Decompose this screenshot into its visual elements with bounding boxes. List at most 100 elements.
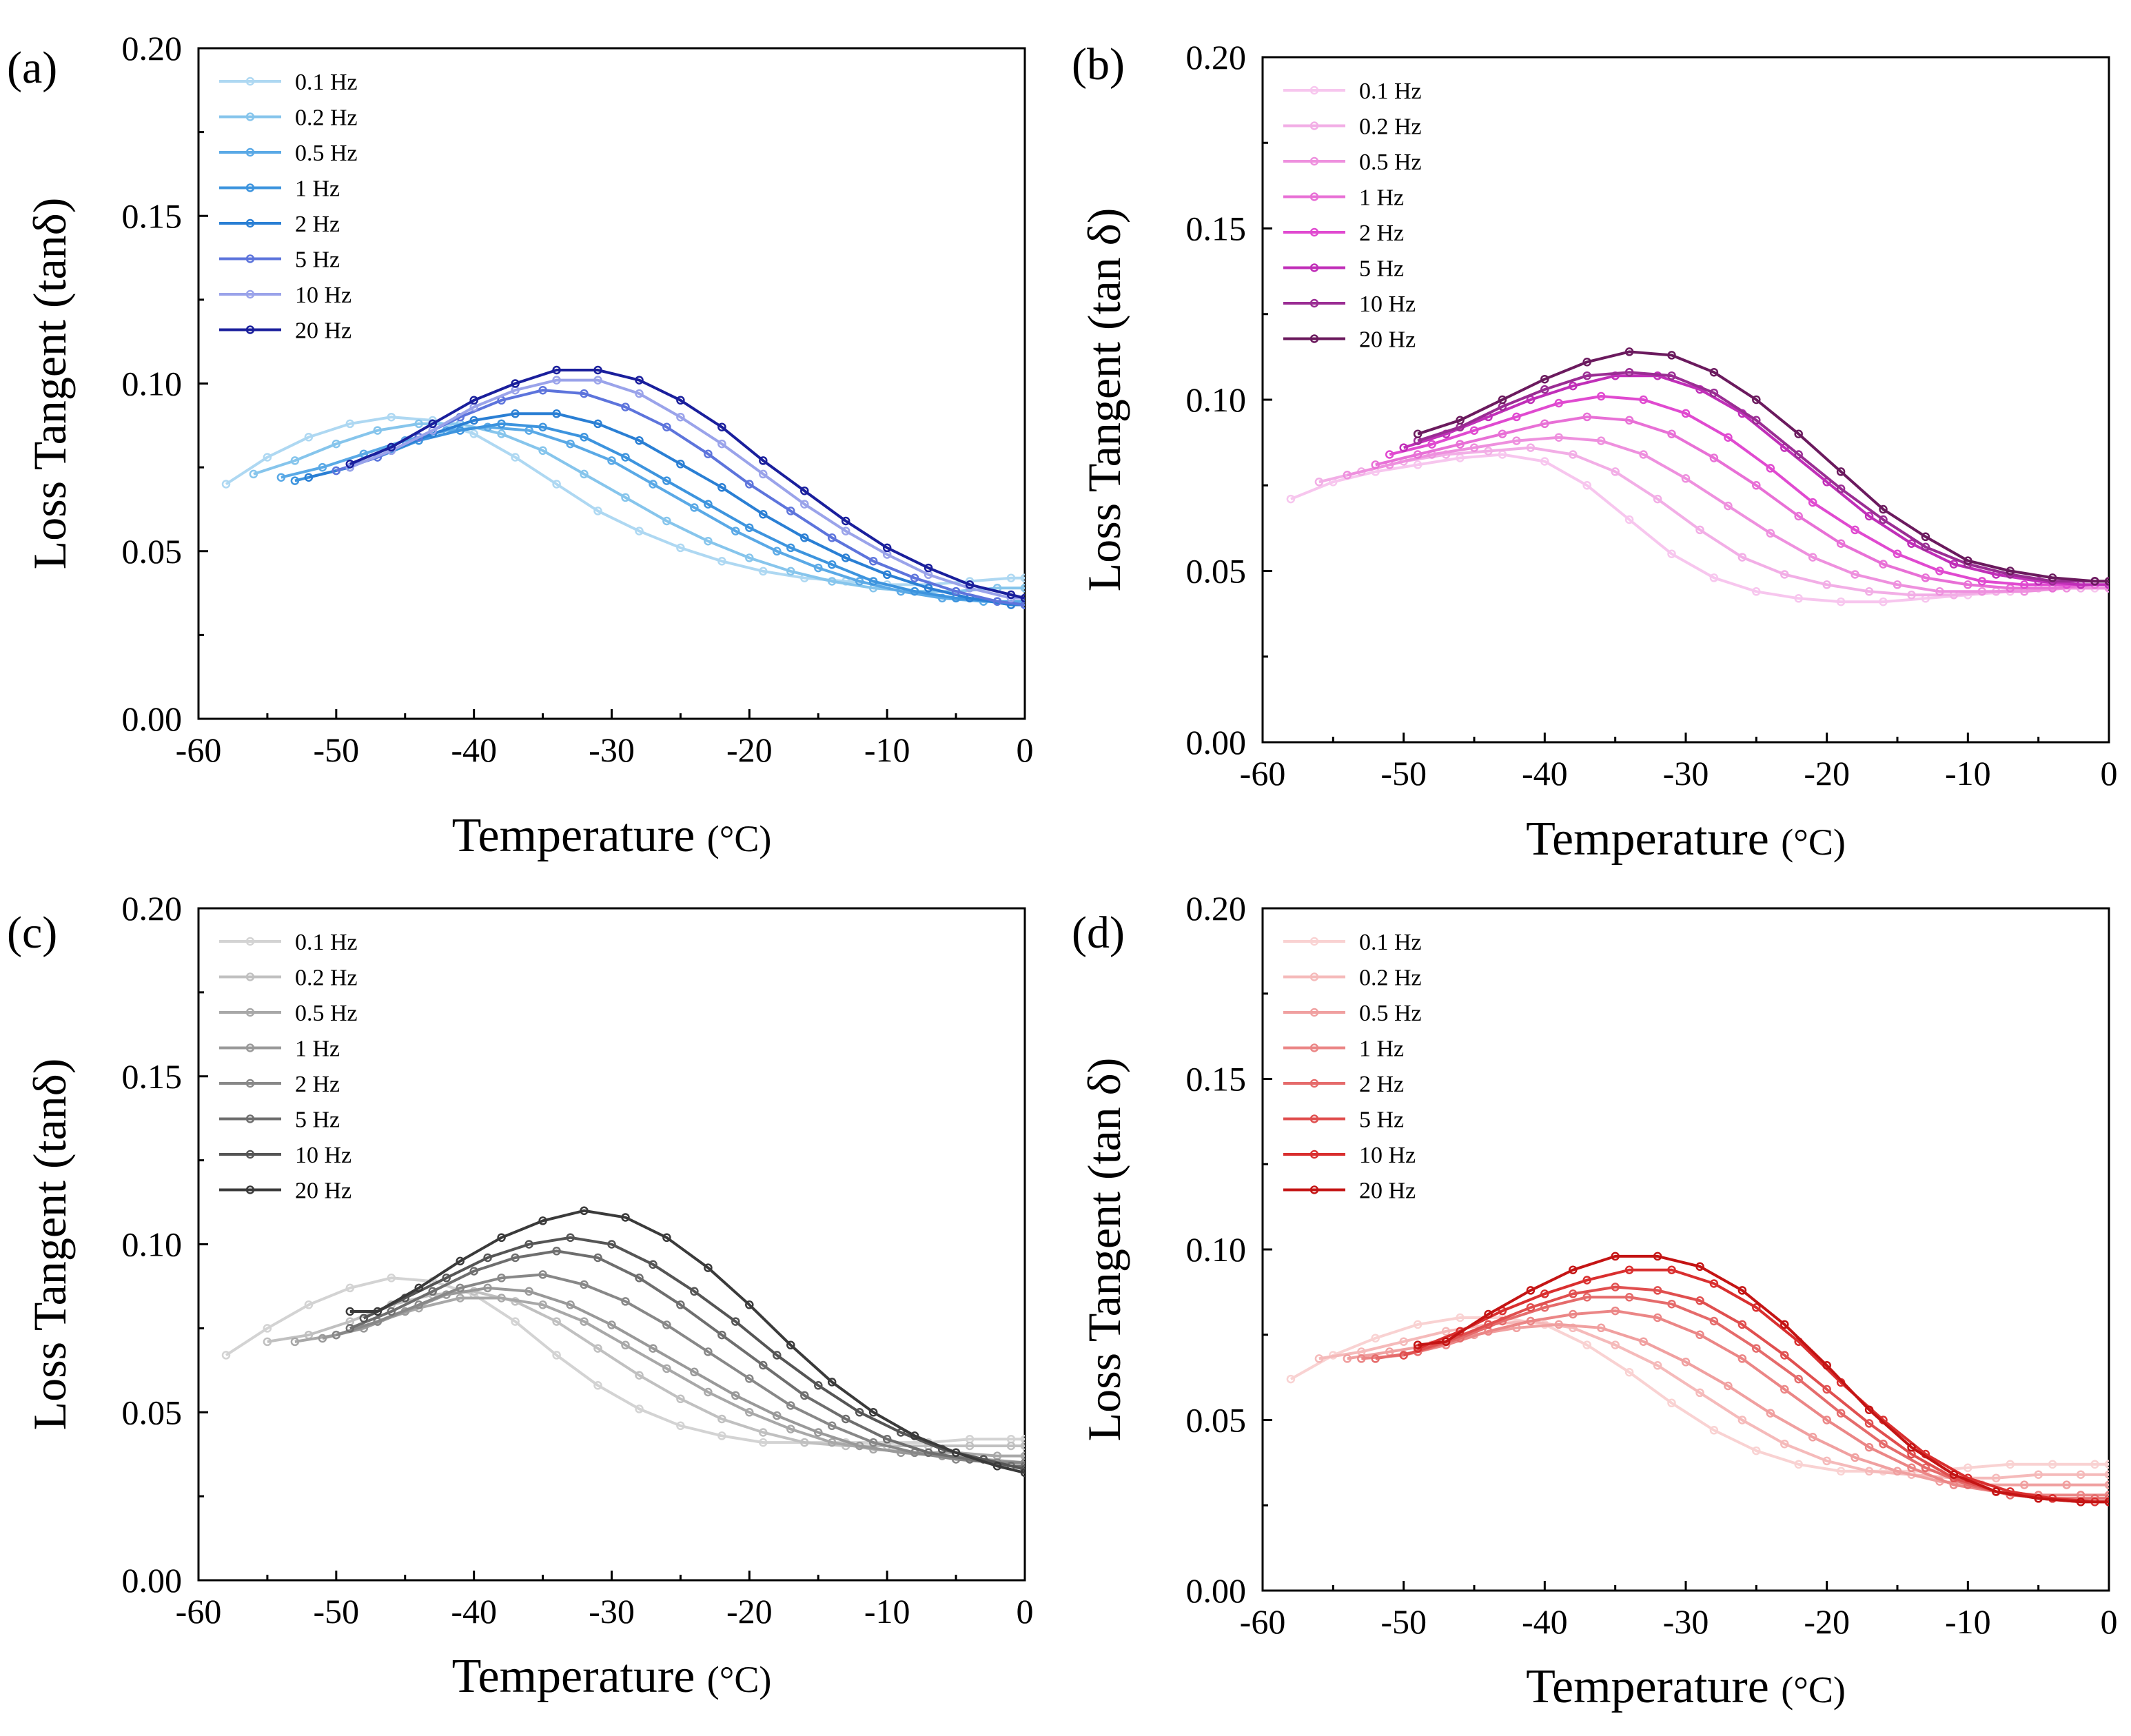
data-point <box>1469 443 1479 452</box>
data-point <box>318 1334 327 1343</box>
data-point <box>704 500 713 509</box>
series-line <box>349 1249 1025 1468</box>
x-tick-label: -20 <box>726 731 773 769</box>
data-point <box>1611 1252 1620 1261</box>
data-point <box>1286 1374 1296 1384</box>
data-point <box>635 436 644 445</box>
legend-label: 20 Hz <box>295 318 351 344</box>
legend-label: 5 Hz <box>1359 256 1404 282</box>
data-point <box>1977 587 1987 596</box>
legend-marker <box>245 1008 255 1017</box>
data-point <box>1569 450 1578 459</box>
data-point <box>1864 1419 1874 1428</box>
data-point <box>759 1360 768 1370</box>
data-point <box>1822 1385 1831 1394</box>
legend-marker <box>1309 1114 1319 1123</box>
data-point <box>635 376 644 385</box>
legend-item: 0.1 Hz <box>219 930 358 955</box>
x-axis-title: Temperature (°C) <box>1526 813 1846 866</box>
data-point <box>414 1283 423 1293</box>
data-point <box>607 1240 616 1249</box>
data-point <box>717 1414 726 1424</box>
data-point <box>593 376 602 385</box>
x-axis-unit: (°C) <box>707 818 772 859</box>
y-tick-label: 0.10 <box>1186 1230 1247 1269</box>
data-point <box>1766 1409 1775 1418</box>
series-line <box>349 369 1025 600</box>
legend-label: 10 Hz <box>1359 1143 1416 1168</box>
data-point <box>414 1300 423 1309</box>
series-line <box>1403 374 2109 586</box>
legend-marker <box>245 937 255 946</box>
data-point <box>1780 1385 1789 1394</box>
y-axis-title: Loss Tangent (tanδ) <box>23 198 76 570</box>
data-point <box>538 1300 547 1309</box>
data-point <box>2076 1470 2086 1479</box>
data-point <box>1709 573 1719 582</box>
data-point <box>442 1274 451 1283</box>
data-point <box>552 1247 561 1256</box>
data-point <box>882 543 892 553</box>
legend-marker <box>1309 121 1319 130</box>
data-point <box>1737 1354 1747 1363</box>
data-point <box>649 1344 657 1353</box>
data-point <box>868 1438 878 1447</box>
data-point <box>717 557 726 566</box>
data-point <box>1624 367 1634 377</box>
data-point <box>1582 481 1591 490</box>
data-point <box>1020 573 1025 582</box>
legend-marker <box>1309 298 1319 308</box>
y-axis-title: Loss Tangent (tan δ) <box>1078 1058 1130 1442</box>
x-tick-label: -50 <box>1380 1602 1427 1641</box>
data-point <box>704 1263 713 1272</box>
x-tick-label: -20 <box>1804 754 1850 793</box>
data-point <box>1964 556 1972 565</box>
data-point <box>580 389 589 398</box>
data-point <box>566 1300 575 1309</box>
y-tick-label: 0.15 <box>122 196 183 235</box>
data-point <box>290 476 300 485</box>
data-point <box>1569 1265 1578 1274</box>
data-point <box>676 396 685 405</box>
legend-label: 0.5 Hz <box>1359 150 1422 175</box>
data-point <box>704 449 713 458</box>
data-point <box>304 473 314 482</box>
legend-label: 20 Hz <box>1359 1178 1416 1204</box>
data-point <box>855 1408 864 1417</box>
data-point <box>1667 1265 1676 1274</box>
legend-marker <box>1309 192 1319 201</box>
data-point <box>2104 1460 2109 1469</box>
data-point <box>593 419 602 429</box>
data-point <box>1611 1306 1620 1316</box>
data-point <box>1540 457 1549 466</box>
x-tick-label: -20 <box>726 1592 773 1631</box>
x-tick-label: -10 <box>864 1592 910 1631</box>
data-point <box>483 1253 492 1263</box>
legend-marker <box>245 147 255 157</box>
legend-marker <box>245 325 255 334</box>
data-point <box>304 433 314 442</box>
data-point <box>1653 1313 1662 1323</box>
data-point <box>1611 467 1620 476</box>
legend-label: 2 Hz <box>1359 1072 1404 1097</box>
data-point <box>827 560 837 569</box>
data-point <box>497 429 506 438</box>
panel-b: 0.00 0.05 0.10 0.15 0.20 -60 -50 -40 -30 -20 -10 0 (… <box>1072 38 2118 866</box>
series-5hz <box>1399 1283 2109 1507</box>
data-point <box>745 523 754 532</box>
data-point <box>1879 504 1888 514</box>
data-point <box>635 1371 644 1380</box>
data-point <box>1709 453 1719 462</box>
data-point <box>1639 395 1648 405</box>
y-tick-label: 0.00 <box>1186 723 1247 762</box>
data-point <box>483 1283 492 1293</box>
data-point <box>511 409 520 418</box>
series-0.2hz <box>1314 1316 2109 1482</box>
data-point <box>992 1462 1002 1471</box>
data-point <box>676 460 685 469</box>
x-tick-label: -60 <box>1240 1602 1286 1641</box>
legend-marker <box>1309 972 1319 981</box>
data-point <box>676 412 685 422</box>
data-point <box>1780 1351 1789 1360</box>
data-point <box>345 460 355 469</box>
